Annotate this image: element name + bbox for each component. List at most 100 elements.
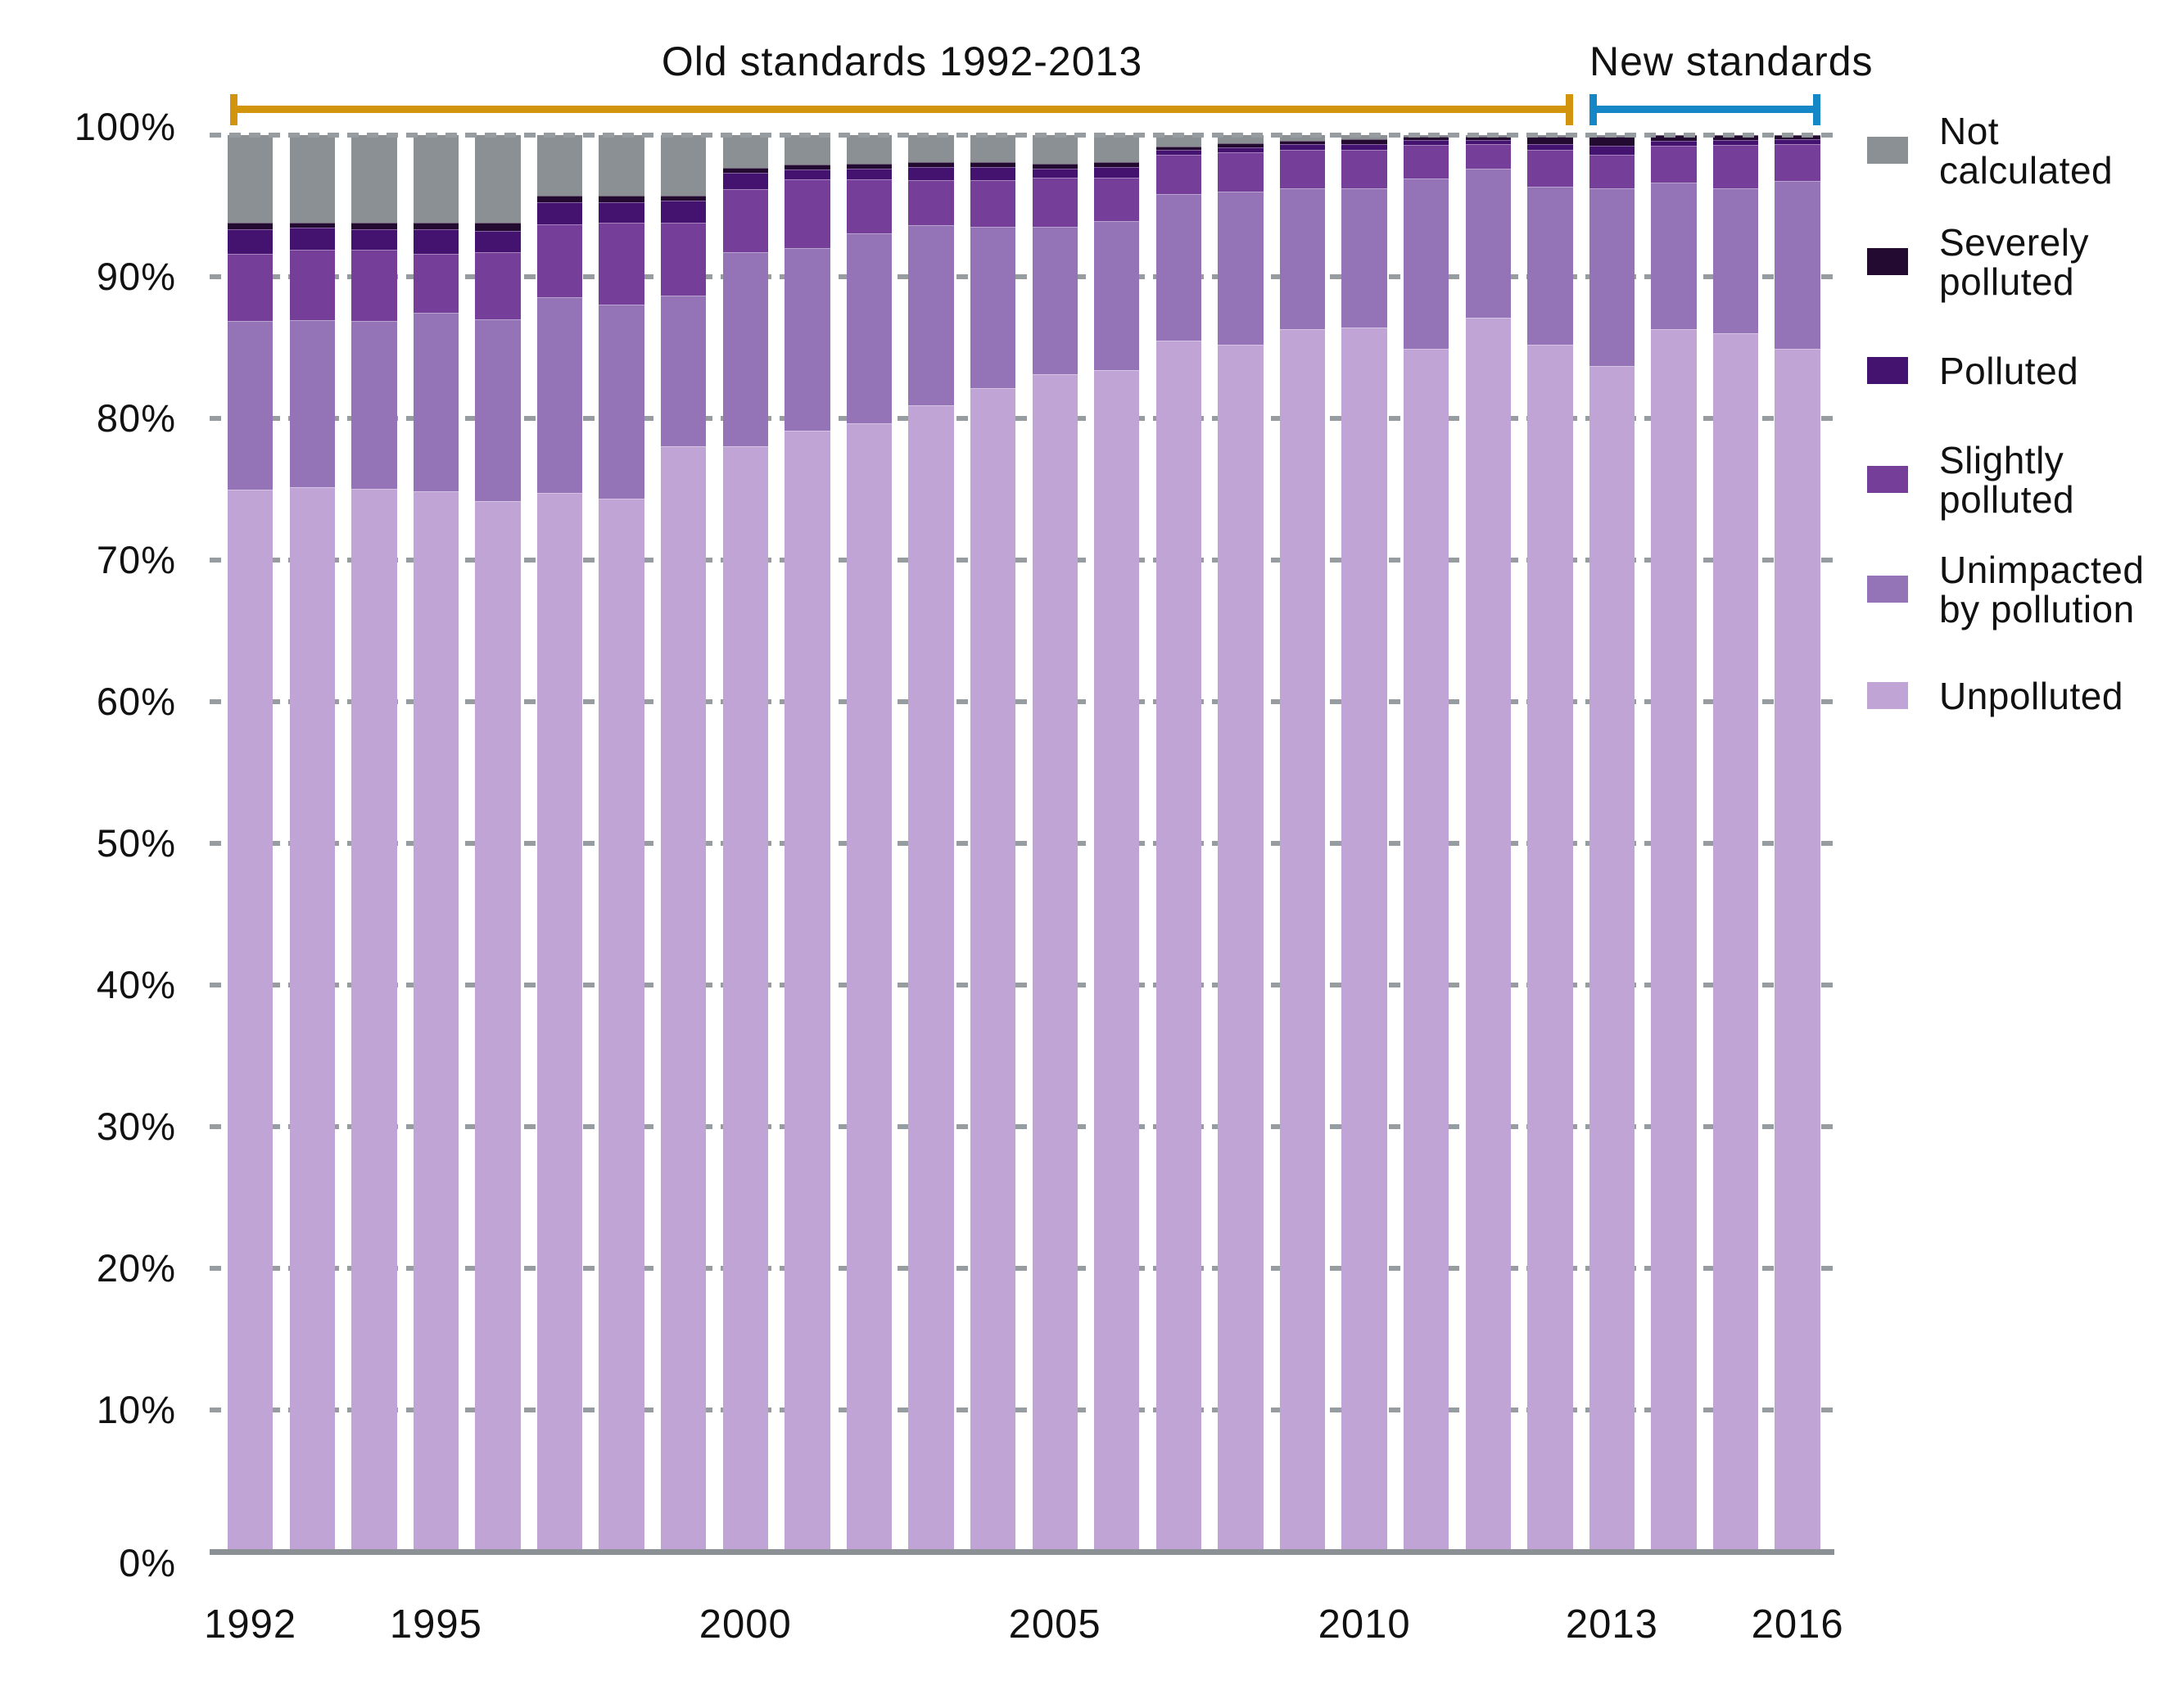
bar-segment-severely-polluted (289, 222, 335, 228)
x-axis-baseline (210, 1549, 1834, 1555)
bar-segment-unimpacted-by-pollution (661, 296, 707, 447)
bar-segment-slightly-polluted (1712, 145, 1759, 189)
bar-segment-unimpacted-by-pollution (1218, 191, 1264, 345)
bar-column-2003-11 (908, 135, 954, 1552)
gridline-50 (210, 841, 1834, 846)
bar-segment-not-calculated (1218, 135, 1264, 144)
y-axis-tick-label: 50% (96, 821, 176, 865)
bar-segment-unimpacted-by-pollution (970, 226, 1016, 389)
bar-segment-unpolluted (1403, 349, 1449, 1552)
bar-segment-not-calculated (1094, 135, 1140, 162)
bar-segment-slightly-polluted (722, 188, 768, 252)
legend-swatch-polluted (1867, 357, 1908, 384)
bar-segment-unpolluted (1775, 349, 1820, 1552)
bar-segment-severely-polluted (536, 196, 583, 203)
bar-segment-not-calculated (536, 135, 583, 197)
bar-segment-polluted (1279, 144, 1326, 150)
bar-segment-severely-polluted (908, 161, 954, 167)
bar-segment-slightly-polluted (475, 252, 521, 320)
bar-column-1999-7 (661, 135, 707, 1552)
y-axis-tick-label: 0% (119, 1541, 176, 1584)
bar-column-1995-3 (413, 135, 459, 1552)
bar-segment-unpolluted (1712, 333, 1759, 1552)
bar-segment-severely-polluted (970, 161, 1016, 167)
bar-segment-unimpacted-by-pollution (1279, 188, 1326, 329)
bar-column-2005-13 (1032, 135, 1078, 1552)
legend-swatch-slightly-polluted (1867, 466, 1908, 493)
bar-segment-severely-polluted (1218, 143, 1264, 147)
bar-segment-severely-polluted (1094, 161, 1140, 167)
bar-segment-unpolluted (413, 491, 459, 1552)
bar-segment-unpolluted (908, 405, 954, 1552)
bar-column-1994-2 (351, 134, 397, 1552)
bar-segment-slightly-polluted (846, 178, 893, 234)
gridline-10 (210, 1408, 1834, 1412)
y-axis-tick-label: 80% (96, 396, 176, 440)
gridline-100-overlay (210, 133, 1834, 138)
bar-segment-unimpacted-by-pollution (1712, 188, 1759, 334)
bar-segment-severely-polluted (475, 222, 521, 231)
bar-segment-not-calculated (1155, 135, 1202, 147)
bar-segment-severely-polluted (1279, 140, 1326, 145)
bar-segment-slightly-polluted (1094, 178, 1140, 221)
bar-segment-slightly-polluted (1341, 149, 1387, 189)
bar-segment-unpolluted (661, 446, 707, 1552)
bar-column-2013-21 (1527, 135, 1573, 1552)
bar-segment-not-calculated (228, 135, 274, 223)
bar-segment-unimpacted-by-pollution (1651, 183, 1697, 329)
bar-segment-not-calculated (785, 135, 830, 165)
x-axis-tick-label-2010: 2010 (1318, 1602, 1411, 1647)
bar-segment-polluted (908, 166, 954, 181)
gridline-20 (210, 1266, 1834, 1271)
gridline-40 (210, 983, 1834, 987)
bar-column-2014-23 (1651, 135, 1697, 1552)
bar-segment-slightly-polluted (1155, 155, 1202, 194)
bar-segment-unimpacted-by-pollution (1032, 226, 1078, 375)
bar-segment-unimpacted-by-pollution (846, 233, 893, 424)
bar-segment-polluted (536, 202, 583, 224)
bar-segment-polluted (1094, 166, 1140, 178)
old-standards-bracket-label: Old standards 1992-2013 (661, 38, 1143, 84)
x-axis-tick-label-2000: 2000 (699, 1602, 792, 1647)
bar-segment-unimpacted-by-pollution (413, 312, 459, 492)
bar-segment-unpolluted (1032, 374, 1078, 1552)
bar-segment-severely-polluted (722, 167, 768, 173)
new-standards-bracket-line (1589, 106, 1820, 113)
bar-segment-slightly-polluted (1218, 151, 1264, 192)
bar-column-1996-4 (475, 135, 521, 1552)
old-standards-bracket-cap-right (1565, 94, 1573, 125)
bar-segment-not-calculated (970, 135, 1016, 162)
bar-segment-unpolluted (228, 490, 274, 1552)
bar-segment-slightly-polluted (1651, 146, 1697, 183)
bar-segment-slightly-polluted (228, 254, 274, 322)
gridline-80 (210, 416, 1834, 421)
x-axis-tick-label-2005: 2005 (1008, 1602, 1101, 1647)
bar-segment-slightly-polluted (1527, 149, 1573, 188)
bar-segment-unpolluted (722, 446, 768, 1552)
y-axis-tick-label: 30% (96, 1105, 176, 1148)
bar-segment-polluted (1651, 141, 1697, 147)
bar-segment-severely-polluted (351, 222, 397, 229)
bar-segment-slightly-polluted (413, 254, 459, 313)
bar-segment-not-calculated (846, 135, 893, 164)
bar-column-2013-22 (1589, 135, 1635, 1552)
bar-segment-polluted (1032, 168, 1078, 178)
bar-segment-unpolluted (1527, 344, 1573, 1552)
bar-segment-severely-polluted (1341, 139, 1387, 145)
bar-segment-unimpacted-by-pollution (908, 224, 954, 405)
legend-label-line: Slightly (1939, 438, 2064, 481)
bar-column-1993-1 (289, 135, 335, 1552)
bar-segment-polluted (413, 228, 459, 255)
bar-segment-slightly-polluted (536, 224, 583, 297)
bar-segment-unimpacted-by-pollution (228, 321, 274, 490)
legend-label-line: Severely (1939, 220, 2089, 264)
bar-segment-severely-polluted (661, 196, 707, 201)
bar-segment-polluted (351, 228, 397, 250)
bar-segment-unpolluted (475, 501, 521, 1552)
bar-segment-slightly-polluted (1465, 143, 1511, 169)
bar-segment-severely-polluted (1527, 136, 1573, 145)
bar-segment-unimpacted-by-pollution (1589, 188, 1635, 366)
bar-segment-polluted (1589, 146, 1635, 156)
bar-segment-not-calculated (413, 135, 459, 223)
